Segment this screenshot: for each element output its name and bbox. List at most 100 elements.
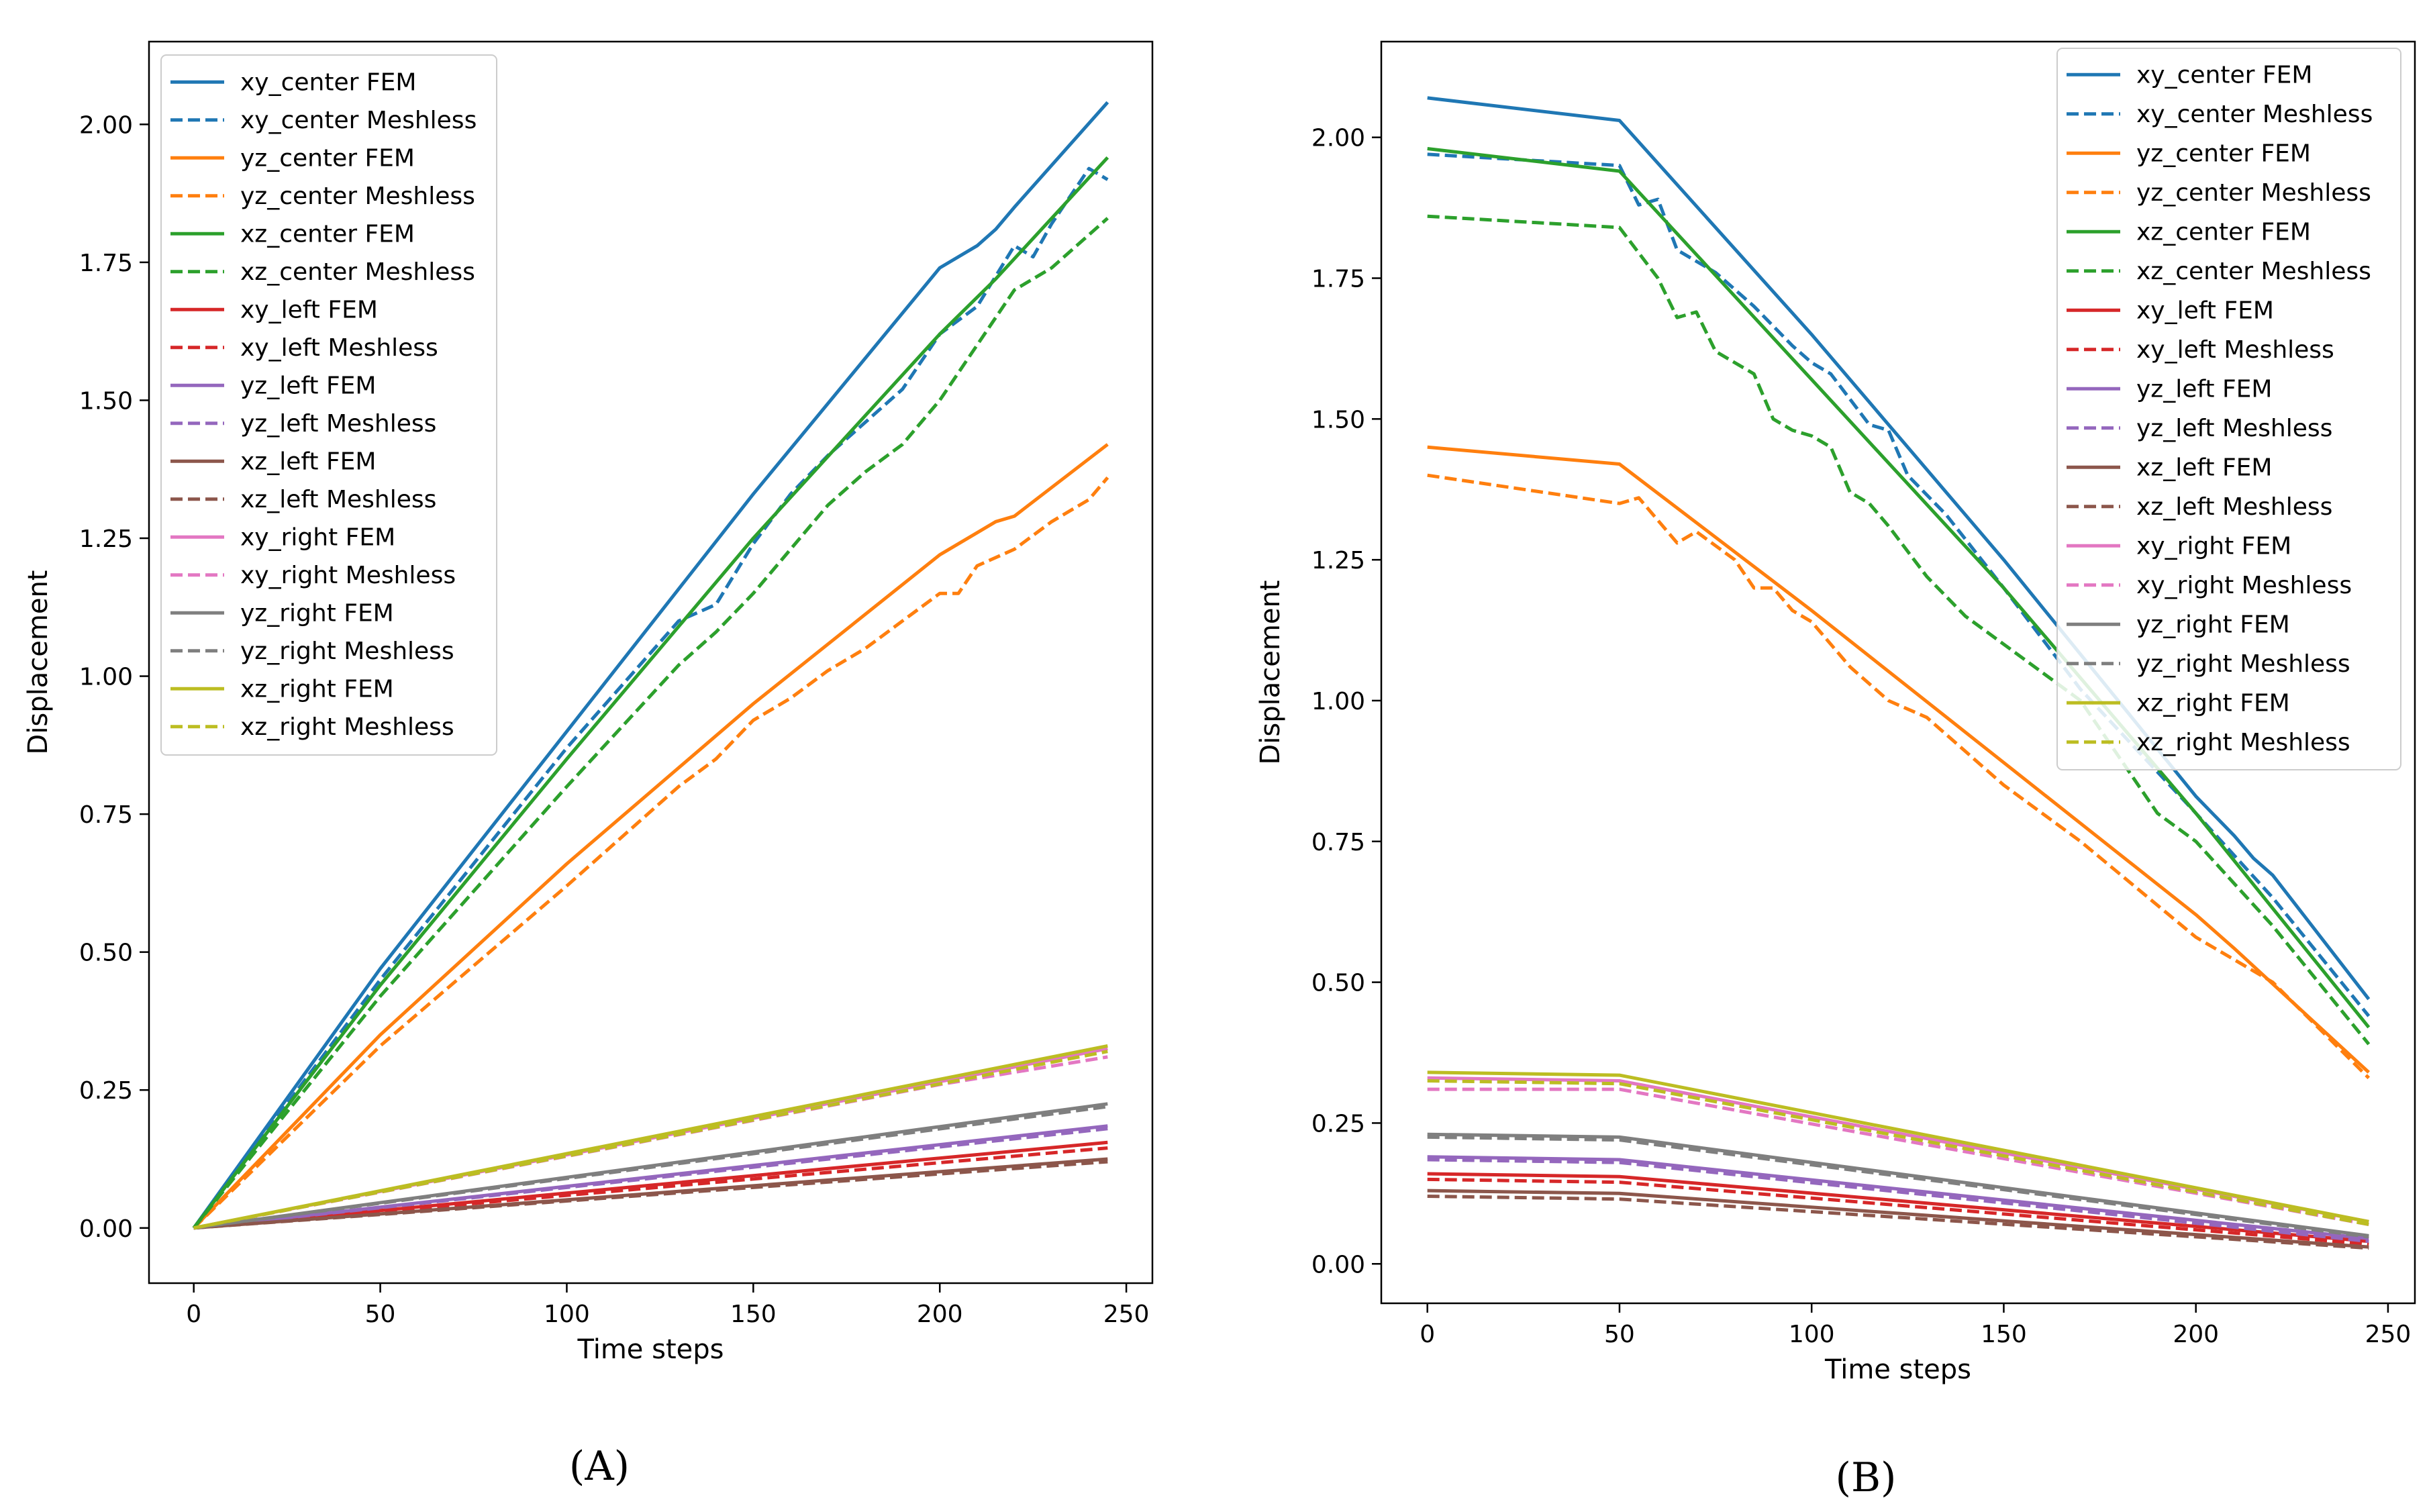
x-tick-label: 200 <box>2173 1321 2219 1348</box>
series-line-xy_left-meshless <box>1427 1177 2369 1246</box>
x-tick-label: 50 <box>1604 1321 1635 1348</box>
y-tick-label: 1.75 <box>79 250 133 277</box>
x-tick-label: 0 <box>186 1301 201 1328</box>
plot-frame <box>1380 40 2416 1305</box>
legend-box <box>160 54 497 756</box>
legend-entry: xz_left Meshless <box>240 486 436 513</box>
legend-entry: xy_right Meshless <box>2136 572 2352 599</box>
legend-entry: xy_left Meshless <box>2136 336 2334 364</box>
legend-entry: xz_center Meshless <box>2136 258 2371 285</box>
series-line-yz_right-fem <box>1427 1132 2369 1238</box>
legend-box <box>2056 48 2401 770</box>
legend-entry: xy_right Meshless <box>240 562 456 589</box>
legend-entry: xy_center FEM <box>2136 61 2312 89</box>
legend-entry: yz_right FEM <box>2136 611 2290 638</box>
legend: xy_center FEM xy_center Meshless yz_center… <box>2056 48 2401 770</box>
y-tick-label: 1.00 <box>79 664 133 691</box>
legend-entry: yz_left Meshless <box>2136 415 2332 442</box>
legend-entry: yz_center Meshless <box>2136 179 2371 207</box>
series-line-yz_center-meshless <box>1427 473 2371 1080</box>
panel-label: (A) <box>569 1443 630 1490</box>
legend-entry: xy_center Meshless <box>240 107 477 134</box>
x-tick-label: 100 <box>544 1301 590 1328</box>
y-tick-label: 0.00 <box>79 1215 133 1243</box>
series-line-xz_left-fem <box>1427 1189 2369 1249</box>
series-line-yz_right-meshless <box>193 1105 1108 1230</box>
legend-entry: xz_center FEM <box>2136 218 2311 246</box>
y-axis-label: Displacement <box>23 570 54 755</box>
legend-entry: xy_right FEM <box>240 523 395 551</box>
chart-panel-a: 0 50 100 150 200 250 0.00 0.25 0.50 0.75 1.00 1.25 1… <box>23 40 1154 1490</box>
legend-entry: yz_right FEM <box>240 599 394 627</box>
series-line-yz_center-fem <box>192 443 1109 1229</box>
legend-entry: xy_center FEM <box>240 68 416 96</box>
series-line-yz_center-fem <box>1427 445 2370 1074</box>
series-line-xz_left-meshless <box>193 1160 1108 1230</box>
legend-entry: yz_center Meshless <box>240 183 475 210</box>
legend-entry: xz_left FEM <box>2136 454 2272 481</box>
legend-entry: yz_left FEM <box>2136 375 2272 403</box>
series-line-xz_center-meshless <box>192 217 1109 1229</box>
series-line-xz_center-fem <box>192 156 1109 1229</box>
legend-entry: yz_left FEM <box>240 372 376 399</box>
x-axis-label: Time steps <box>1824 1354 1971 1385</box>
series-group <box>192 101 1109 1230</box>
x-tick-label: 150 <box>730 1301 777 1328</box>
y-tick-label: 0.50 <box>1311 970 1365 997</box>
y-tick-label: 0.25 <box>1311 1110 1365 1138</box>
legend-entry: xy_center Meshless <box>2136 101 2373 128</box>
series-line-xz_left-meshless <box>1427 1195 2369 1250</box>
panel-label: (B) <box>1836 1454 1897 1501</box>
x-tick-label: 250 <box>2365 1321 2412 1348</box>
y-tick-label: 1.50 <box>79 387 133 415</box>
y-axis-label: Displacement <box>1255 581 1286 765</box>
series-line-xy_left-fem <box>1427 1172 2369 1244</box>
chart-panel-b: 0 50 100 150 200 250 0.00 0.25 0.50 0.75 1.00 1.25 1… <box>1255 40 2416 1501</box>
series-line-xy_center-fem <box>1427 96 2371 1001</box>
x-tick-label: 150 <box>1981 1321 2027 1348</box>
legend-entry: yz_center FEM <box>2136 140 2311 167</box>
y-tick-label: 0.75 <box>79 801 133 829</box>
legend-entry: xz_right Meshless <box>2136 729 2350 756</box>
series-line-xz_center-fem <box>1427 147 2371 1029</box>
series-line-xz_right-fem <box>1427 1070 2369 1223</box>
x-axis-label: Time steps <box>577 1334 724 1365</box>
series-group <box>1427 96 2371 1250</box>
series-line-xz_right-meshless <box>1427 1079 2369 1226</box>
legend-entry: xz_left FEM <box>240 448 376 475</box>
legend: xy_center FEM xy_center Meshless yz_center… <box>160 54 497 756</box>
legend-entry: yz_right Meshless <box>240 638 454 665</box>
series-line-yz_left-meshless <box>193 1127 1108 1230</box>
legend-entry: yz_center FEM <box>240 144 415 172</box>
x-tick-label: 100 <box>1789 1321 1835 1348</box>
y-tick-label: 2.00 <box>79 111 133 139</box>
y-tick-label: 0.75 <box>1311 829 1365 856</box>
x-tick-label: 200 <box>917 1301 963 1328</box>
series-line-yz_left-fem <box>1427 1155 2369 1240</box>
series-line-xy_left-meshless <box>193 1146 1108 1230</box>
y-tick-label: 0.25 <box>79 1077 133 1105</box>
y-tick-label: 1.25 <box>1311 547 1365 574</box>
legend-entry: yz_right Meshless <box>2136 650 2350 678</box>
legend-entry: yz_left Meshless <box>240 410 436 438</box>
series-line-yz_center-meshless <box>192 476 1109 1229</box>
x-tick-label: 50 <box>365 1301 396 1328</box>
y-tick-label: 1.75 <box>1311 266 1365 293</box>
legend-entry: xz_left Meshless <box>2136 493 2332 521</box>
legend-entry: xz_center Meshless <box>240 258 475 286</box>
series-line-xz_center-meshless <box>1427 214 2371 1046</box>
legend-entry: xy_left FEM <box>240 296 378 323</box>
series-line-xz_right-fem <box>193 1044 1108 1230</box>
y-tick-label: 2.00 <box>1311 125 1365 152</box>
y-tick-label: 1.00 <box>1311 688 1365 715</box>
y-tick-label: 0.50 <box>79 940 133 967</box>
legend-entry: xy_left Meshless <box>240 334 438 362</box>
legend-entry: xz_right Meshless <box>240 713 454 741</box>
series-line-xy_center-meshless <box>192 166 1109 1229</box>
legend-entry: xy_right FEM <box>2136 532 2291 560</box>
legend-entry: xy_left FEM <box>2136 297 2274 324</box>
series-line-yz_right-meshless <box>1427 1135 2369 1239</box>
y-tick-label: 1.50 <box>1311 406 1365 434</box>
series-line-xz_right-meshless <box>193 1050 1108 1230</box>
